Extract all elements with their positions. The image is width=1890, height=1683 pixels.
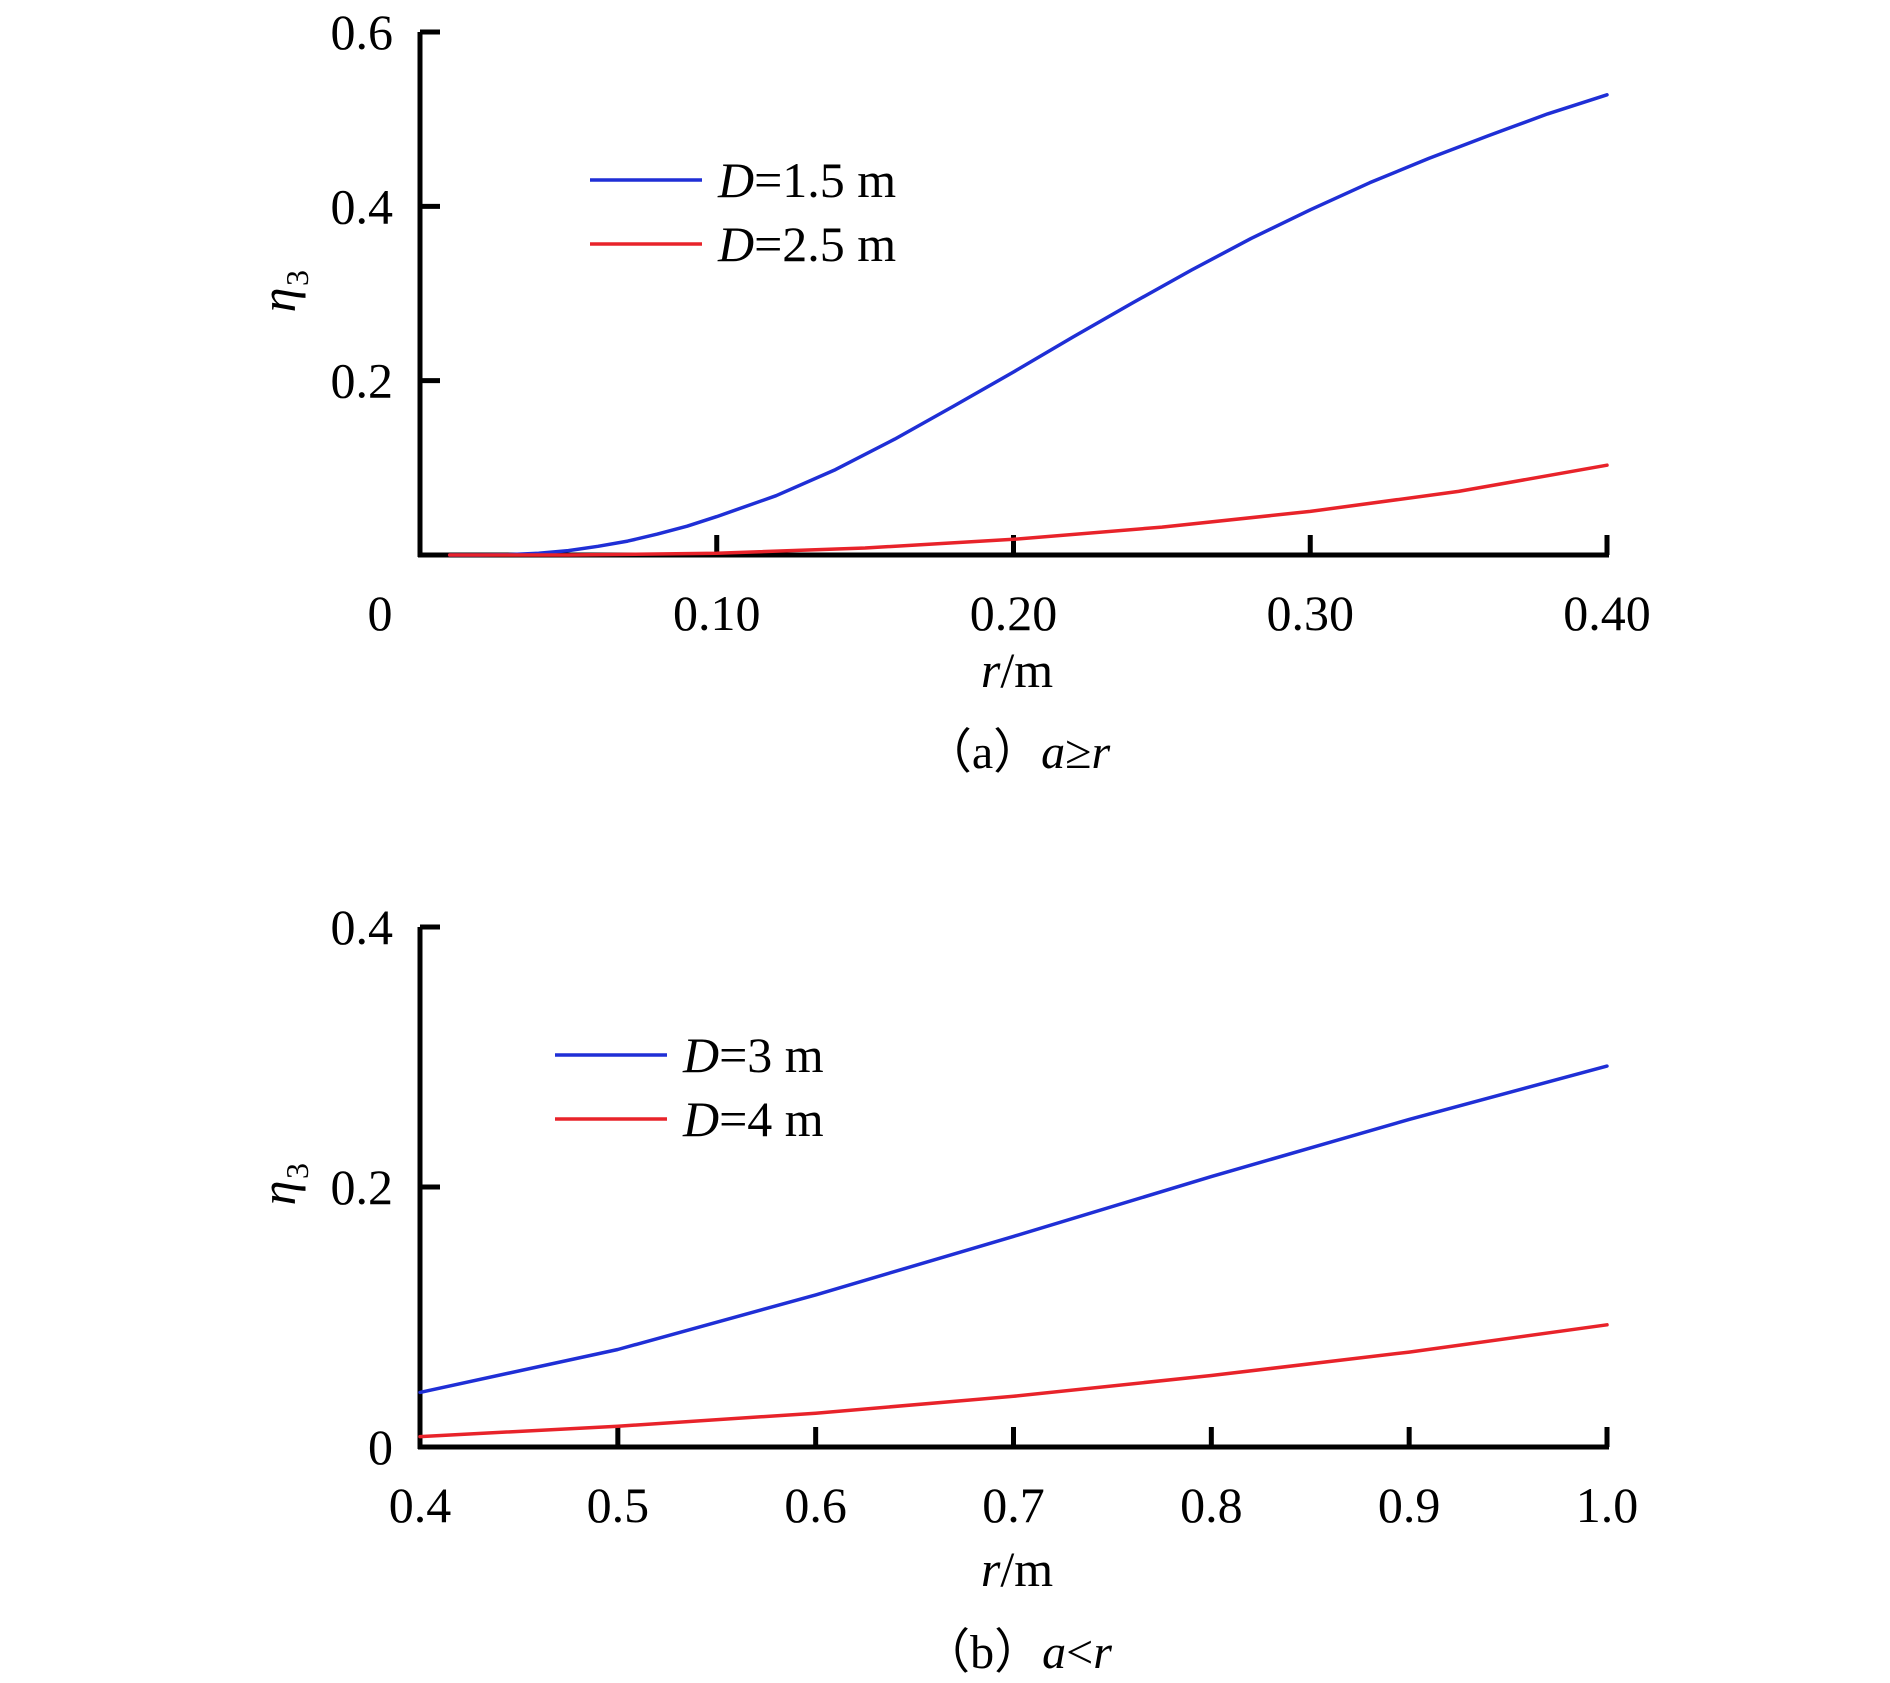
panel-a-x-origin-label: 0 xyxy=(368,585,393,641)
panel-b-y-axis-subscript: 3 xyxy=(279,1163,315,1179)
panel-b-caption-prefix: （b） xyxy=(922,1626,1042,1679)
panel-b-y-tick-label: 0.2 xyxy=(331,1159,394,1215)
panel-b-chart: η 3 r/m （b）a<r 0 0.2 0.4 0.4 0.5 0.6 0.7 0.8 0.9… xyxy=(250,899,1638,1679)
panel-a-x-tick-label: 0.30 xyxy=(1267,585,1355,641)
panel-a-x-axis-var: r xyxy=(981,642,1001,698)
panel-a-legend-label-2: D=2.5 m xyxy=(717,216,896,272)
panel-a-y-axis-title: η 3 xyxy=(250,270,315,312)
panel-b-x-axis-title: r/m xyxy=(981,1541,1053,1597)
panel-b-x-tick-label: 0.8 xyxy=(1180,1477,1243,1533)
panel-a-y-tick-label: 0.4 xyxy=(331,178,394,234)
panel-a-chart: η 3 r/m （a）a≥r 0.2 0.4 0.6 0.10 0.20 0.30 0.40… xyxy=(250,4,1651,779)
panel-b-y-tick-label: 0 xyxy=(368,1419,393,1475)
panel-b-legend-label-1: D=3 m xyxy=(682,1027,824,1083)
panel-a-x-tick-label: 0.20 xyxy=(970,585,1058,641)
panel-a-x-axis-unit: /m xyxy=(1000,642,1053,698)
panel-b-x-tick-label: 0.9 xyxy=(1378,1477,1441,1533)
panel-a-series-line-2 xyxy=(447,463,1609,557)
panel-b-y-axis-title: η 3 xyxy=(250,1163,315,1205)
panel-b-y-axis-label: η xyxy=(250,1181,306,1206)
panel-b-x-tick-label: 0.6 xyxy=(784,1477,847,1533)
panel-b-x-tick-label: 0.7 xyxy=(982,1477,1045,1533)
panel-a-caption: （a）a≥r xyxy=(924,726,1111,779)
panel-a-caption-prefix: （a） xyxy=(924,726,1041,779)
panel-b-caption: （b）a<r xyxy=(922,1626,1112,1679)
panel-b-series-line-1 xyxy=(418,1064,1609,1395)
panel-b-y-tick-label: 0.4 xyxy=(331,899,394,955)
panel-a-legend-label-1: D=1.5 m xyxy=(717,152,896,208)
panel-a-x-axis-title: r/m xyxy=(981,642,1053,698)
panel-a-x-tick-label: 0.40 xyxy=(1563,585,1651,641)
panel-b-series-line-2 xyxy=(418,1323,1609,1439)
panel-a-x-tick-label: 0.10 xyxy=(673,585,761,641)
panel-a-legend: D=1.5 m D=2.5 m xyxy=(590,152,896,272)
panel-b-x-tick-label: 0.4 xyxy=(389,1477,452,1533)
panel-a-y-tick-label: 0.6 xyxy=(331,4,394,60)
panel-a-y-tick-label: 0.2 xyxy=(331,353,394,409)
panel-a-y-axis-subscript: 3 xyxy=(279,270,315,286)
panel-b-x-axis-var: r xyxy=(981,1541,1001,1597)
panel-a-y-axis-label: η xyxy=(250,288,306,313)
panel-b-x-tick-label: 0.5 xyxy=(587,1477,650,1533)
panel-b-legend-label-2: D=4 m xyxy=(682,1091,824,1147)
panel-b-legend: D=3 m D=4 m xyxy=(555,1027,824,1147)
panel-b-x-axis-unit: /m xyxy=(1000,1541,1053,1597)
panel-a-series-line-1 xyxy=(447,93,1609,557)
panel-b-x-tick-label: 1.0 xyxy=(1576,1477,1639,1533)
